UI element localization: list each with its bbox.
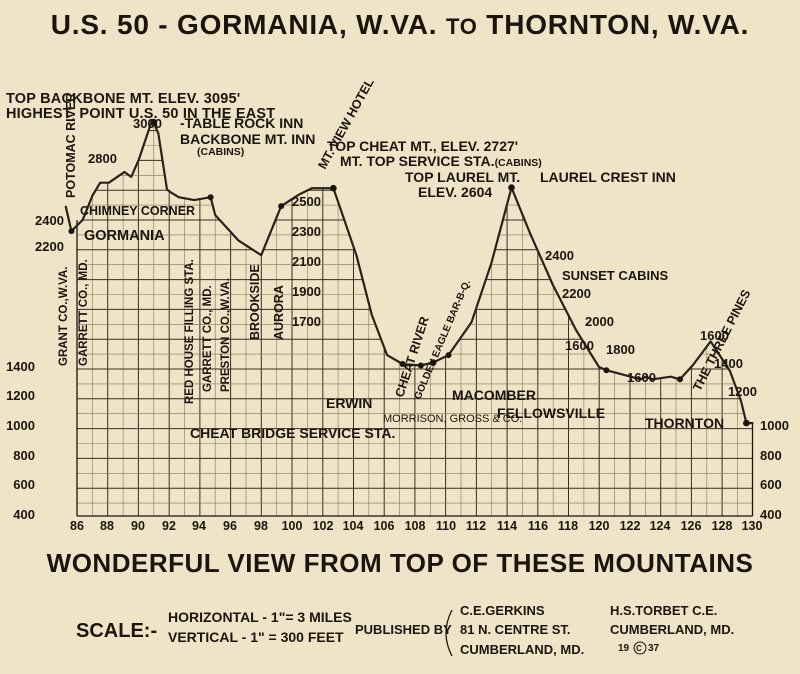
- svg-text:CHIMNEY CORNER: CHIMNEY CORNER: [80, 204, 195, 218]
- svg-text:108: 108: [405, 519, 426, 533]
- svg-text:CUMBERLAND, MD.: CUMBERLAND, MD.: [610, 622, 734, 637]
- svg-text:2100: 2100: [292, 254, 321, 269]
- svg-text:C: C: [636, 644, 642, 653]
- svg-text:88: 88: [100, 519, 114, 533]
- svg-text:PUBLISHED BY: PUBLISHED BY: [355, 622, 452, 637]
- svg-text:TOP LAUREL MT.: TOP LAUREL MT.: [405, 169, 520, 185]
- svg-text:106: 106: [374, 519, 395, 533]
- svg-text:118: 118: [558, 519, 578, 533]
- svg-text:400: 400: [760, 507, 782, 522]
- svg-text:98: 98: [254, 519, 268, 533]
- svg-text:2400: 2400: [545, 248, 574, 263]
- svg-text:128: 128: [712, 519, 733, 533]
- svg-text:800: 800: [760, 448, 782, 463]
- svg-text:PRESTON CO.,W.VA.: PRESTON CO.,W.VA.: [220, 278, 232, 392]
- svg-text:112: 112: [466, 519, 486, 533]
- svg-text:2200: 2200: [35, 239, 64, 254]
- svg-text:126: 126: [681, 519, 702, 533]
- svg-text:104: 104: [343, 519, 364, 533]
- svg-text:1600: 1600: [565, 338, 594, 353]
- svg-text:130: 130: [742, 519, 763, 533]
- svg-text:HORIZONTAL - 1"= 3 MILES: HORIZONTAL - 1"= 3 MILES: [168, 609, 352, 625]
- svg-text:RED HOUSE FILLING STA.: RED HOUSE FILLING STA.: [184, 259, 196, 404]
- svg-text:GRANT CO.,W.VA.: GRANT CO.,W.VA.: [58, 267, 70, 366]
- svg-text:1900: 1900: [292, 284, 321, 299]
- svg-text:FELLOWSVILLE: FELLOWSVILLE: [497, 405, 605, 421]
- svg-text:96: 96: [223, 519, 237, 533]
- svg-text:TOP BACKBONE MT. ELEV. 3095': TOP BACKBONE MT. ELEV. 3095': [6, 91, 240, 107]
- svg-text:MACOMBER: MACOMBER: [452, 387, 536, 403]
- svg-text:114: 114: [497, 519, 517, 533]
- svg-text:3000: 3000: [133, 116, 162, 131]
- svg-text:GARRETT CO., MD.: GARRETT CO., MD.: [78, 259, 90, 366]
- svg-text:VERTICAL - 1" = 300 FEET: VERTICAL - 1" = 300 FEET: [168, 629, 344, 645]
- svg-text:BACKBONE MT. INN: BACKBONE MT. INN: [180, 131, 315, 147]
- svg-text:122: 122: [620, 519, 641, 533]
- svg-text:94: 94: [192, 519, 206, 533]
- svg-text:2400: 2400: [35, 213, 64, 228]
- svg-text:ERWIN: ERWIN: [326, 395, 372, 411]
- svg-text:BROOKSIDE: BROOKSIDE: [248, 264, 262, 340]
- svg-text:116: 116: [528, 519, 548, 533]
- svg-text:400: 400: [13, 507, 35, 522]
- svg-text:-TABLE ROCK INN: -TABLE ROCK INN: [180, 115, 303, 131]
- svg-text:U.S. 50 - GORMANIA, W.VA. TO T: U.S. 50 - GORMANIA, W.VA. TO THORNTON, W…: [51, 9, 750, 40]
- svg-text:102: 102: [313, 519, 334, 533]
- svg-text:90: 90: [131, 519, 145, 533]
- svg-text:ELEV. 2604: ELEV. 2604: [418, 184, 492, 200]
- svg-text:100: 100: [282, 519, 303, 533]
- svg-text:124: 124: [650, 519, 671, 533]
- svg-text:1000: 1000: [760, 418, 789, 433]
- svg-text:(CABINS): (CABINS): [197, 146, 244, 158]
- svg-text:1000: 1000: [6, 418, 35, 433]
- svg-text:110: 110: [436, 519, 456, 533]
- svg-text:AURORA: AURORA: [272, 285, 286, 340]
- svg-text:GARRETT CO., MD.: GARRETT CO., MD.: [202, 285, 214, 392]
- svg-text:H.S.TORBET C.E.: H.S.TORBET C.E.: [610, 603, 717, 618]
- svg-text:THORNTON: THORNTON: [645, 415, 724, 431]
- svg-text:CHEAT BRIDGE SERVICE STA.: CHEAT BRIDGE SERVICE STA.: [190, 425, 395, 441]
- svg-text:600: 600: [760, 477, 782, 492]
- svg-text:120: 120: [589, 519, 610, 533]
- svg-text:CUMBERLAND, MD.: CUMBERLAND, MD.: [460, 642, 584, 657]
- svg-text:TOP CHEAT MT., ELEV. 2727': TOP CHEAT MT., ELEV. 2727': [327, 138, 518, 154]
- svg-text:2800: 2800: [88, 151, 117, 166]
- svg-text:WONDERFUL VIEW FROM TOP OF THE: WONDERFUL VIEW FROM TOP OF THESE MOUNTAI…: [47, 548, 754, 578]
- svg-text:1400: 1400: [6, 359, 35, 374]
- svg-text:2200: 2200: [562, 286, 591, 301]
- svg-text:2000: 2000: [585, 314, 614, 329]
- svg-text:19: 19: [618, 643, 630, 654]
- svg-text:1600: 1600: [627, 370, 656, 385]
- svg-text:2300: 2300: [292, 224, 321, 239]
- svg-text:800: 800: [13, 448, 35, 463]
- svg-text:SUNSET CABINS: SUNSET CABINS: [562, 268, 669, 283]
- svg-text:LAUREL CREST INN: LAUREL CREST INN: [540, 169, 676, 185]
- svg-text:SCALE:-: SCALE:-: [76, 620, 157, 642]
- svg-text:POTOMAC RIVER: POTOMAC RIVER: [64, 93, 78, 198]
- svg-text:600: 600: [13, 477, 35, 492]
- svg-text:1800: 1800: [606, 342, 635, 357]
- svg-text:81 N. CENTRE ST.: 81 N. CENTRE ST.: [460, 622, 571, 637]
- svg-text:1200: 1200: [6, 388, 35, 403]
- svg-text:1200: 1200: [728, 384, 757, 399]
- svg-text:GORMANIA: GORMANIA: [84, 228, 165, 244]
- svg-text:1700: 1700: [292, 314, 321, 329]
- svg-text:86: 86: [70, 519, 84, 533]
- svg-text:C.E.GERKINS: C.E.GERKINS: [460, 603, 545, 618]
- svg-text:37: 37: [648, 643, 660, 654]
- svg-text:92: 92: [162, 519, 176, 533]
- svg-text:2500: 2500: [292, 194, 321, 209]
